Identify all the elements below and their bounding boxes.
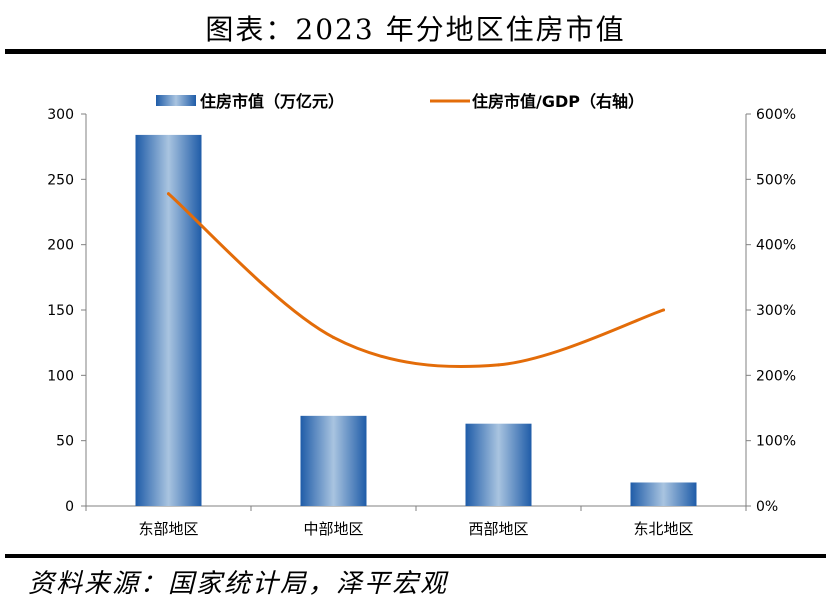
x-tick-label: 西部地区 bbox=[468, 520, 528, 538]
left-tick-label: 150 bbox=[47, 303, 74, 319]
legend-bar-swatch bbox=[156, 95, 196, 106]
right-tick-label: 600% bbox=[756, 107, 796, 123]
right-tick-label: 300% bbox=[756, 303, 796, 319]
left-tick-label: 200 bbox=[47, 238, 74, 254]
ratio-point bbox=[497, 363, 500, 367]
right-tick-label: 400% bbox=[756, 238, 796, 254]
left-tick-label: 50 bbox=[56, 434, 74, 450]
left-tick-label: 300 bbox=[47, 107, 74, 123]
source-note: 资料来源：国家统计局，泽平宏观 bbox=[28, 569, 449, 599]
ratio-point bbox=[662, 308, 665, 312]
right-tick-label: 500% bbox=[756, 172, 796, 188]
left-tick-label: 250 bbox=[47, 172, 74, 188]
x-tick-label: 中部地区 bbox=[303, 520, 363, 538]
right-tick-label: 200% bbox=[756, 368, 796, 384]
footer-rule bbox=[5, 554, 826, 558]
line-series bbox=[167, 192, 665, 369]
right-tick-label: 0% bbox=[756, 499, 778, 515]
x-tick-label: 东北地区 bbox=[633, 520, 693, 538]
left-tick-label: 100 bbox=[47, 368, 74, 384]
axes: 0 50 100 150 200 250 300 0% 100% 200% 300% 400% 500%… bbox=[47, 107, 796, 538]
legend-bar-label: 住房市值（万亿元） bbox=[200, 92, 344, 111]
chart-title: 图表：2023 年分地区住房市值 bbox=[205, 13, 626, 46]
ratio-line bbox=[167, 192, 665, 369]
bar bbox=[300, 415, 367, 506]
bar bbox=[135, 134, 202, 506]
bar bbox=[465, 423, 532, 506]
legend-line-label: 住房市值/GDP（右轴） bbox=[472, 92, 644, 111]
left-tick-label: 0 bbox=[65, 499, 74, 515]
legend: 住房市值（万亿元） 住房市值/GDP（右轴） bbox=[156, 92, 644, 111]
bar bbox=[630, 482, 697, 506]
right-tick-label: 100% bbox=[756, 434, 796, 450]
chart-canvas: 0 50 100 150 200 250 300 0% 100% 200% 300% 400% 500%… bbox=[47, 92, 796, 538]
ratio-point bbox=[332, 335, 335, 339]
x-tick-label: 东部地区 bbox=[138, 520, 198, 538]
title-rule bbox=[5, 49, 826, 54]
ratio-point bbox=[167, 192, 170, 196]
bar-series bbox=[135, 134, 697, 506]
